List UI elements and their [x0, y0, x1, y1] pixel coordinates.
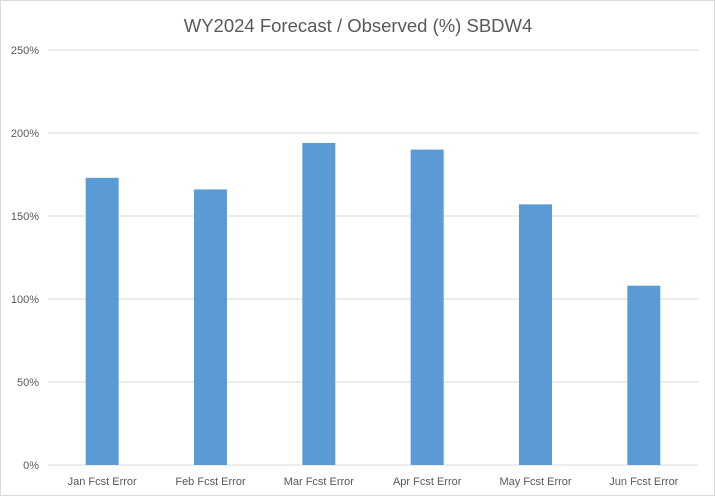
y-tick-label: 100% — [11, 294, 39, 306]
x-category-label: Jun Fcst Error — [609, 476, 678, 488]
x-category-label: Apr Fcst Error — [393, 476, 462, 488]
x-category-label: Mar Fcst Error — [284, 476, 355, 488]
y-tick-label: 50% — [17, 377, 39, 389]
bar — [85, 177, 119, 465]
chart-title: WY2024 Forecast / Observed (%) SBDW4 — [184, 15, 533, 36]
bar — [519, 204, 552, 465]
x-category-label: Jan Fcst Error — [68, 476, 137, 488]
x-axis-categories: Jan Fcst Error Feb Fcst Error Mar Fcst Err… — [68, 476, 679, 488]
y-tick-label: 150% — [11, 211, 39, 223]
y-axis-ticks: 0% 50% 100% 150% 200% 250% — [11, 45, 39, 472]
x-category-label: Feb Fcst Error — [175, 476, 246, 488]
y-tick-label: 200% — [11, 128, 39, 140]
x-category-label: May Fcst Error — [499, 476, 571, 488]
y-tick-label: 250% — [11, 45, 39, 57]
bar — [627, 285, 661, 465]
gridlines — [48, 49, 698, 466]
bar — [410, 149, 444, 465]
y-tick-label: 0% — [23, 460, 39, 472]
bar — [302, 142, 336, 465]
bars — [85, 142, 661, 465]
bar — [194, 189, 227, 465]
